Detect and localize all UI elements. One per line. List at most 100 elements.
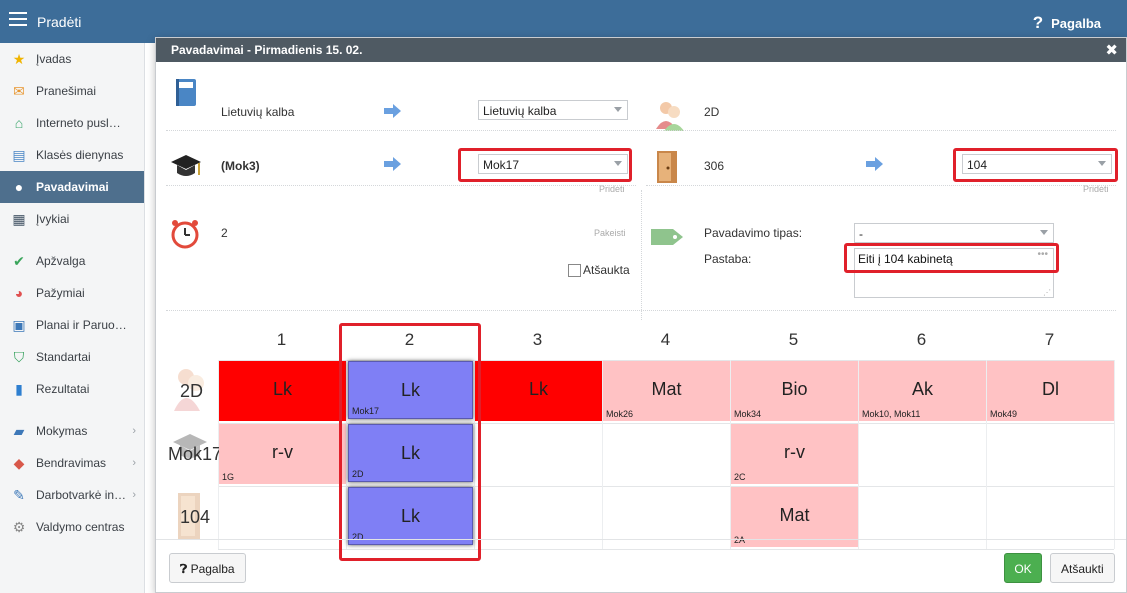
highlight-period-column [339, 323, 481, 561]
sidebar-item[interactable]: ★ Įvadas [0, 43, 144, 75]
lesson-subject: Lk [528, 379, 548, 399]
substitution-type-select[interactable]: - [854, 223, 1054, 243]
sidebar-item-label: Darbotvarkė in… [36, 488, 127, 502]
door-icon [178, 493, 200, 539]
help-button[interactable]: ❓︎ Pagalba [169, 553, 246, 583]
sidebar: ★ Įvadas ✉ Pranešimai ⌂ Interneto pusl… ▤ Klasė… [0, 43, 145, 593]
star-icon: ★ [12, 50, 26, 67]
lesson-cell[interactable]: Ak Mok10, Mok11 [859, 361, 986, 421]
lesson-cell[interactable]: Lk [219, 361, 346, 421]
chevron-right-icon: › [132, 489, 136, 501]
lesson-subject: Lk [272, 379, 292, 399]
sidebar-item[interactable]: ▦ Įvykiai [0, 203, 144, 235]
resize-handle-icon[interactable]: ⋰ [1043, 288, 1051, 297]
lesson-cell[interactable]: Lk Mok17 [348, 361, 473, 419]
add-room-link[interactable]: Pridėti [1083, 184, 1109, 194]
lesson-cell[interactable]: Bio Mok34 [731, 361, 858, 421]
row-label: 104 [180, 507, 211, 527]
period-number: 3 [532, 330, 543, 349]
sidebar-item[interactable]: ⌂ Interneto pusl… [0, 107, 144, 139]
close-icon[interactable]: ✖ [1105, 42, 1118, 59]
subject-select[interactable]: Lietuvių kalba [478, 100, 628, 120]
lesson-cell[interactable]: Lk 2D [348, 424, 473, 482]
change-period-link[interactable]: Pakeisti [594, 228, 626, 238]
substitute-teacher-select[interactable]: Mok17 [478, 154, 628, 174]
sidebar-item-label: Pranešimai [36, 84, 97, 98]
sidebar-item-label: Standartai [36, 350, 91, 364]
teacher-select-value: Mok17 [483, 158, 520, 172]
lesson-cell[interactable]: Lk [475, 361, 602, 421]
sidebar-item[interactable]: ◕ Pažymiai [0, 277, 144, 309]
sidebar-item[interactable]: ◆ Bendravimas › [0, 447, 144, 479]
period-number: 7 [1044, 330, 1055, 349]
period-number: 1 [276, 330, 287, 349]
lesson-detail: 2D [352, 469, 364, 479]
tag-icon [651, 229, 683, 245]
lesson-subject: r-v [272, 442, 293, 462]
sidebar-item[interactable]: ✉ Pranešimai [0, 75, 144, 107]
lesson-detail: Mok26 [606, 409, 634, 419]
sidebar-item[interactable]: ✔ Apžvalga [0, 245, 144, 277]
help-button-label: Pagalba [190, 562, 235, 576]
sidebar-item[interactable]: ▤ Klasės dienynas [0, 139, 144, 171]
sidebar-item[interactable]: ⚙ Valdymo centras [0, 511, 144, 543]
app-menu-label[interactable]: Pradėti [37, 14, 82, 30]
row-label: 2D [180, 381, 204, 401]
subject-select-value: Lietuvių kalba [483, 104, 557, 118]
sidebar-item-label: Įvadas [36, 52, 72, 66]
lesson-subject: r-v [784, 442, 805, 462]
sidebar-item-label: Įvykiai [36, 212, 70, 226]
book-icon: ▤ [12, 146, 26, 163]
highlight-note [844, 243, 1059, 273]
dialog-header: Pavadavimai - Pirmadienis 15. 02. ✖ [156, 38, 1126, 62]
add-teacher-link[interactable]: Pridėti [599, 184, 625, 194]
briefcase-icon: ▣ [12, 316, 26, 333]
dialog-footer: ❓︎ Pagalba OK Atšaukti [156, 539, 1126, 592]
sidebar-item-label: Rezultatai [36, 382, 90, 396]
lesson-cell[interactable]: Mat 2A [731, 487, 858, 547]
dialog-title: Pavadavimai - Pirmadienis 15. 02. [171, 43, 363, 57]
class-label: 2D [704, 105, 720, 119]
sidebar-item-label: Bendravimas [36, 456, 107, 470]
substitute-room-select[interactable]: 104 [962, 154, 1112, 174]
lesson-detail: 2C [734, 472, 746, 482]
more-icon[interactable]: ••• [1037, 249, 1048, 260]
sidebar-item[interactable]: ▣ Planai ir Paruo… [0, 309, 144, 341]
lesson-cell[interactable]: Dl Mok49 [987, 361, 1114, 421]
lesson-detail: Mok17 [352, 406, 380, 416]
room-select-value: 104 [967, 158, 988, 172]
sidebar-item-label: Apžvalga [36, 254, 86, 268]
graduation-cap-icon [173, 434, 207, 458]
gear-icon: ⚙ [12, 518, 26, 535]
help-link[interactable]: ? Pagalba [1033, 13, 1101, 33]
calendar-icon: ▦ [12, 210, 26, 227]
cancel-button[interactable]: Atšaukti [1050, 553, 1115, 583]
note-textarea[interactable]: Eiti į 104 kabinetą ••• ⋰ [854, 248, 1054, 298]
row-label: Mok17 [168, 444, 223, 464]
period-number: 5 [788, 330, 799, 349]
lesson-cell[interactable]: r-v 1G [219, 424, 346, 484]
sidebar-item[interactable]: ● Pavadavimai [0, 171, 144, 203]
lesson-subject: Lk [400, 380, 420, 400]
chevron-right-icon: › [132, 425, 136, 437]
bar-chart-icon: ▮ [15, 380, 23, 397]
lesson-cell[interactable]: Lk 2D [348, 487, 473, 545]
sidebar-item[interactable]: ✎ Darbotvarkė in… › [0, 479, 144, 511]
ok-button[interactable]: OK [1004, 553, 1042, 583]
sidebar-item[interactable]: ⛉ Standartai [0, 341, 144, 373]
lesson-cell[interactable]: Mat Mok26 [603, 361, 730, 421]
class-people-icon [174, 369, 204, 411]
check-circle-icon: ✔ [13, 252, 25, 269]
shield-check-icon: ⛉ [13, 348, 25, 365]
sidebar-item[interactable]: ▮ Rezultatai [0, 373, 144, 405]
top-bar: Pradėti ? Pagalba [0, 0, 1127, 43]
graduation-cap-icon [171, 155, 201, 176]
chat-icon: ◆ [13, 454, 25, 471]
arrow-right-icon [866, 157, 883, 171]
lesson-detail: 2D [352, 532, 364, 542]
lesson-cell[interactable]: r-v 2C [731, 424, 858, 484]
sidebar-item[interactable]: ▰ Mokymas › [0, 415, 144, 447]
hamburger-menu-icon[interactable] [9, 12, 27, 30]
book-icon [176, 79, 196, 106]
cancelled-checkbox[interactable] [568, 264, 581, 277]
